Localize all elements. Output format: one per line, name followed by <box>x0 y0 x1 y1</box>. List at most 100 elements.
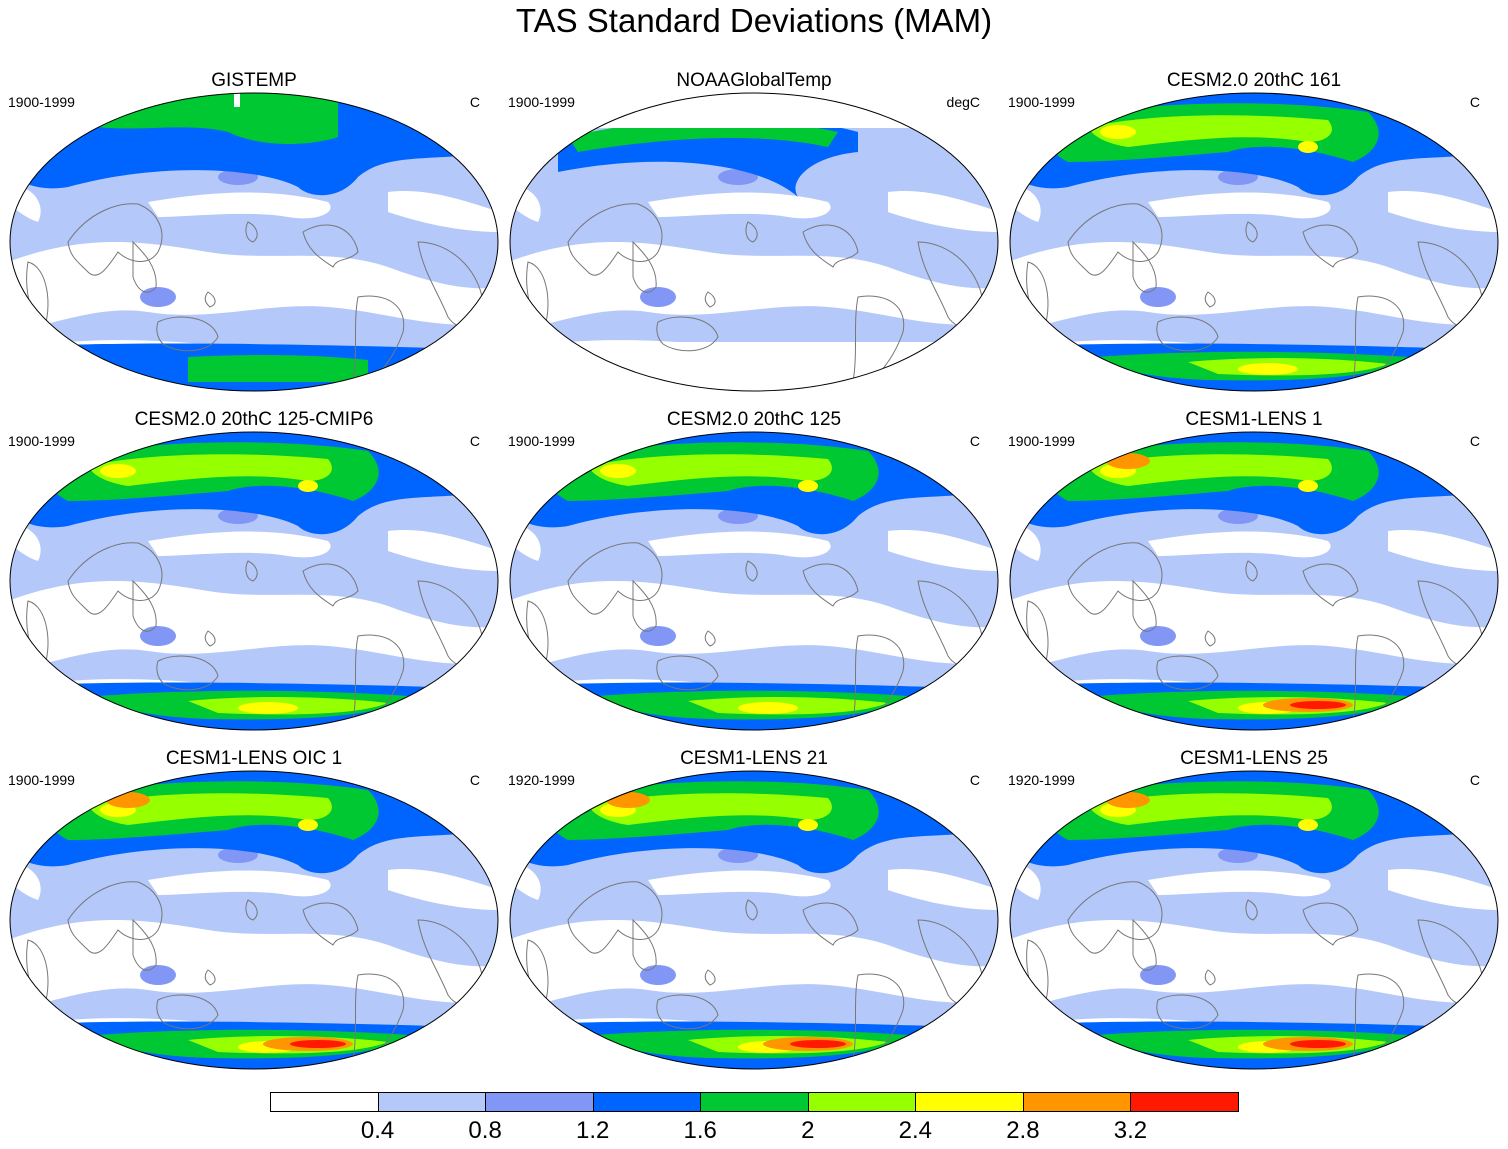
coastline <box>156 655 219 691</box>
colorbar-tick-label: 1.2 <box>575 1117 610 1144</box>
field-low-band <box>648 870 831 897</box>
panel-units: C <box>969 772 980 788</box>
field-low-band <box>1388 530 1498 571</box>
field-south-peak <box>238 702 298 714</box>
panel-units: C <box>469 772 480 788</box>
coastline <box>156 994 219 1030</box>
coastline <box>1204 291 1216 308</box>
coastline <box>745 221 758 243</box>
panel-title: CESM2.0 20thC 125-CMIP6 <box>134 409 374 430</box>
panel-title: NOAAGlobalTemp <box>676 70 832 91</box>
panel-units: C <box>469 433 480 449</box>
map-plot <box>9 431 499 731</box>
field-low-band <box>510 242 998 332</box>
coastline <box>704 630 716 647</box>
panel-units: degC <box>946 94 980 110</box>
coastline <box>567 881 663 954</box>
coastline <box>802 902 859 946</box>
panel-title: CESM1-LENS 21 <box>680 748 828 769</box>
colorbar-swatch <box>485 1092 594 1112</box>
colorbar-tick-label: 0.4 <box>360 1117 395 1144</box>
field-low-band <box>388 869 498 910</box>
field-north-core <box>88 454 332 486</box>
panel-title: CESM2.0 20thC 125 <box>666 409 842 430</box>
coastline <box>1067 542 1163 615</box>
map-panel: CESM1-LENS 25 1920-1999 C <box>1008 748 1500 1088</box>
panel-period: 1900-1999 <box>8 94 75 110</box>
map-plot <box>1009 92 1499 392</box>
coastline <box>1302 224 1359 268</box>
coastline <box>302 563 359 607</box>
field-low-band <box>1010 581 1498 671</box>
field-north-peak <box>1106 453 1150 469</box>
field-patch <box>640 626 676 646</box>
field-low-band <box>10 242 498 332</box>
panel-period: 1900-1999 <box>508 433 575 449</box>
field-low-band <box>1388 869 1498 910</box>
colorbar-tick-label: 2 <box>801 1117 815 1144</box>
field-north-peak <box>600 464 636 478</box>
coastline <box>245 560 258 582</box>
coastline <box>1156 316 1219 352</box>
coastline <box>656 316 719 352</box>
map-panel: CESM2.0 20thC 125-CMIP6 1900-1999 C <box>8 409 500 749</box>
coastline <box>802 224 859 268</box>
colorbar-swatch <box>915 1092 1024 1112</box>
field-north-peak <box>1106 792 1150 808</box>
coastline <box>245 899 258 921</box>
coastline <box>1204 630 1216 647</box>
panel-period: 1900-1999 <box>508 94 575 110</box>
panel-period: 1900-1999 <box>1008 433 1075 449</box>
colorbar <box>270 1092 1239 1114</box>
field-south-peak <box>738 702 798 714</box>
field-low-band <box>888 530 998 571</box>
map-border <box>509 770 999 1070</box>
field-north-peak <box>798 819 818 831</box>
coastline <box>67 542 163 615</box>
coastline <box>67 203 163 276</box>
field-low-band <box>1388 191 1498 232</box>
field-low-band <box>10 920 498 1010</box>
field-patch <box>1140 626 1176 646</box>
field-low-band <box>148 531 331 558</box>
colorbar-tick-label: 2.8 <box>1006 1117 1040 1144</box>
panel-title: CESM1-LENS 1 <box>1185 409 1323 430</box>
panel-title: CESM2.0 20thC 161 <box>1166 70 1342 91</box>
field-low-band <box>510 920 998 1010</box>
coastline <box>1132 918 1157 971</box>
field-north-band <box>568 120 838 152</box>
coastline <box>1132 579 1157 632</box>
coastline <box>704 291 716 308</box>
map-panel: CESM2.0 20thC 161 1900-1999 C <box>1008 70 1500 410</box>
field-north-peak <box>1298 141 1318 153</box>
field-north-peak <box>1298 819 1318 831</box>
map-plot <box>1009 770 1499 1070</box>
field-south-peak <box>1290 1040 1346 1048</box>
panel-title: CESM1-LENS 25 <box>1180 748 1328 769</box>
panel-period: 1920-1999 <box>1008 772 1075 788</box>
map-panel: CESM1-LENS 1 1900-1999 C <box>1008 409 1500 749</box>
panel-units: C <box>1469 433 1480 449</box>
coastline <box>204 969 216 986</box>
field-north-peak <box>298 480 318 492</box>
map-border <box>1009 770 1499 1070</box>
panel-units: C <box>1469 94 1480 110</box>
coastline <box>745 560 758 582</box>
field-missing <box>510 93 998 128</box>
field-low-band <box>1148 531 1331 558</box>
field-north-peak <box>298 819 318 831</box>
coastline <box>632 579 657 632</box>
field-north-peak <box>1298 480 1318 492</box>
coastline <box>745 899 758 921</box>
field-south-core <box>188 355 368 382</box>
field-patch <box>140 965 176 985</box>
field-south-peak <box>1238 363 1298 375</box>
map-border <box>509 92 999 392</box>
field-low-band <box>148 192 331 219</box>
coastline <box>156 316 219 352</box>
field-patch <box>140 287 176 307</box>
coastline <box>567 542 663 615</box>
colorbar-tick-label: 3.2 <box>1113 1117 1148 1144</box>
field-patch <box>1140 965 1176 985</box>
map-plot <box>9 770 499 1070</box>
